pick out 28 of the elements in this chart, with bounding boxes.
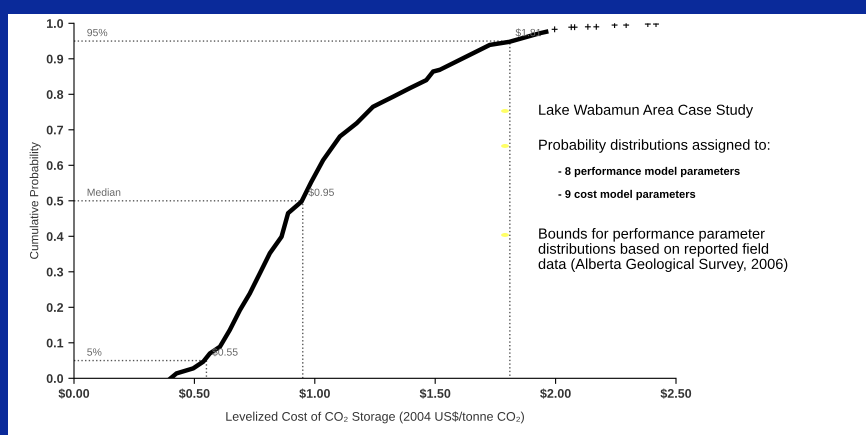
y-tick-label: 0.0 xyxy=(46,374,64,383)
annotation: Median xyxy=(88,188,120,196)
x-tick-label: $1.00 xyxy=(299,388,330,399)
x-tick-label: $1.50 xyxy=(420,388,450,399)
annotation: Lake Wabamun Area Case Study xyxy=(539,104,754,118)
y-tick-label: 0.8 xyxy=(46,90,64,99)
x-tick-label: $2.00 xyxy=(540,388,571,399)
y-tick-label: 0.6 xyxy=(46,161,64,170)
x-tick-label: $0.00 xyxy=(58,388,90,399)
y-tick-label: 0.9 xyxy=(46,54,64,64)
annotation: 95% xyxy=(87,28,108,36)
annotation: - 9 cost model parameters xyxy=(558,190,696,200)
annotation: 5% xyxy=(87,348,102,356)
annotation: - 8 performance model parameters xyxy=(558,166,740,178)
y-tick-label: 1.0 xyxy=(46,19,64,28)
x-tick-label: $0.50 xyxy=(178,388,210,399)
y-tick-label: 0.1 xyxy=(46,338,64,348)
y-tick-label: 0.2 xyxy=(46,303,64,312)
y-tick-label: 0.5 xyxy=(46,196,64,206)
y-tick-label: 0.7 xyxy=(46,126,64,134)
y-tick-label: 0.4 xyxy=(46,232,64,241)
annotation: $0.95 xyxy=(308,188,334,197)
x-axis-title: Levelized Cost of CO₂ Storage (2004 US$/tonne CO₂) xyxy=(226,411,524,424)
y-axis-title: Cumulative Probability xyxy=(30,142,41,259)
annotation: Bounds for performance parameter distributions based on reported field data (Alberta Geological Survey, 2006) xyxy=(538,228,788,272)
x-tick-label: $2.50 xyxy=(660,388,692,399)
annotation: Probability distributions assigned to: xyxy=(539,139,770,153)
y-tick-label: 0.3 xyxy=(46,268,64,276)
